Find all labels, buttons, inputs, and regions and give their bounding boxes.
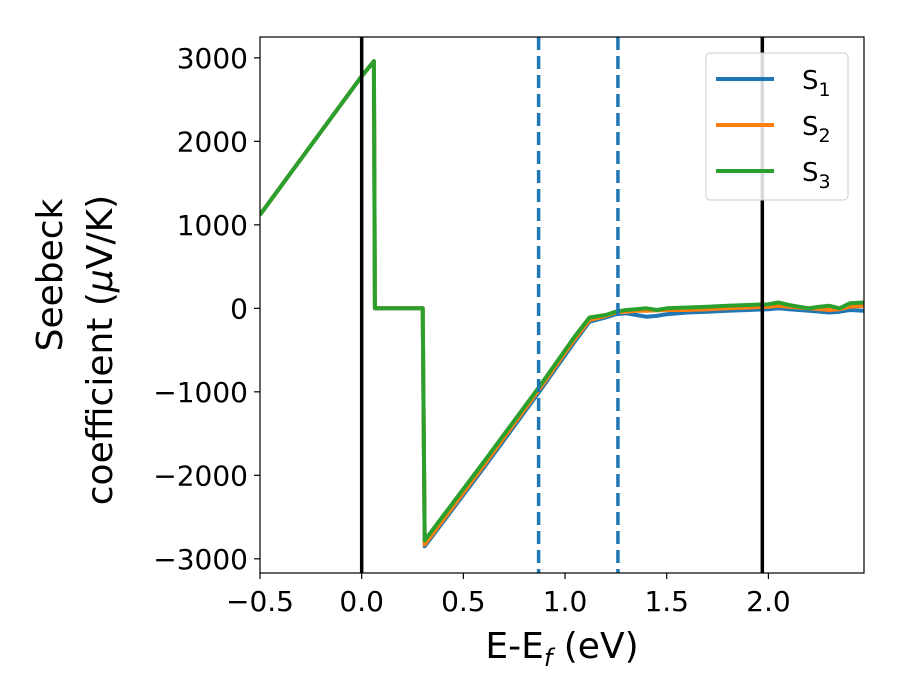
ticks: −0.5 0.0 0.5 1.0 1.5 2.0 3000 2000 1000 0 −1000 −20… [153, 42, 790, 618]
x-axis-label: E-Ef (eV) [485, 626, 638, 672]
y-axis-label: Seebeck coefficient (μV/K) [30, 195, 121, 505]
x-tick-label: 1.5 [644, 585, 689, 618]
legend-label: S1 [802, 66, 831, 101]
y-tick-label: −2000 [153, 459, 248, 492]
series-line-s3 [260, 59, 864, 543]
x-tick-label: 0.0 [339, 585, 384, 618]
svg-text:Seebeck: Seebeck [30, 198, 71, 351]
y-tick-label: 3000 [177, 42, 248, 75]
legend-label: S2 [802, 112, 831, 147]
legend-entry-s2: S2 [716, 112, 831, 147]
axes-frame [259, 36, 865, 574]
x-tick-label: 0.5 [441, 585, 486, 618]
x-tick-label: 2.0 [746, 585, 791, 618]
legend-label: S3 [802, 158, 831, 193]
legend-box [705, 52, 849, 201]
y-tick-label: 1000 [177, 209, 248, 242]
x-tick-label: −0.5 [226, 585, 294, 618]
y-tick-label: 2000 [177, 125, 248, 158]
legend-entry-s1: S1 [716, 66, 831, 101]
legend: S1 S2 S3 [705, 52, 849, 201]
y-tick-label: −3000 [153, 543, 248, 576]
legend-entry-s3: S3 [716, 158, 831, 193]
x-tick-label: 1.0 [543, 585, 588, 618]
y-tick-label: 0 [230, 292, 248, 325]
y-tick-label: −1000 [153, 376, 248, 409]
svg-text:coefficient (μV/K): coefficient (μV/K) [80, 195, 121, 505]
series-layer [260, 59, 864, 549]
